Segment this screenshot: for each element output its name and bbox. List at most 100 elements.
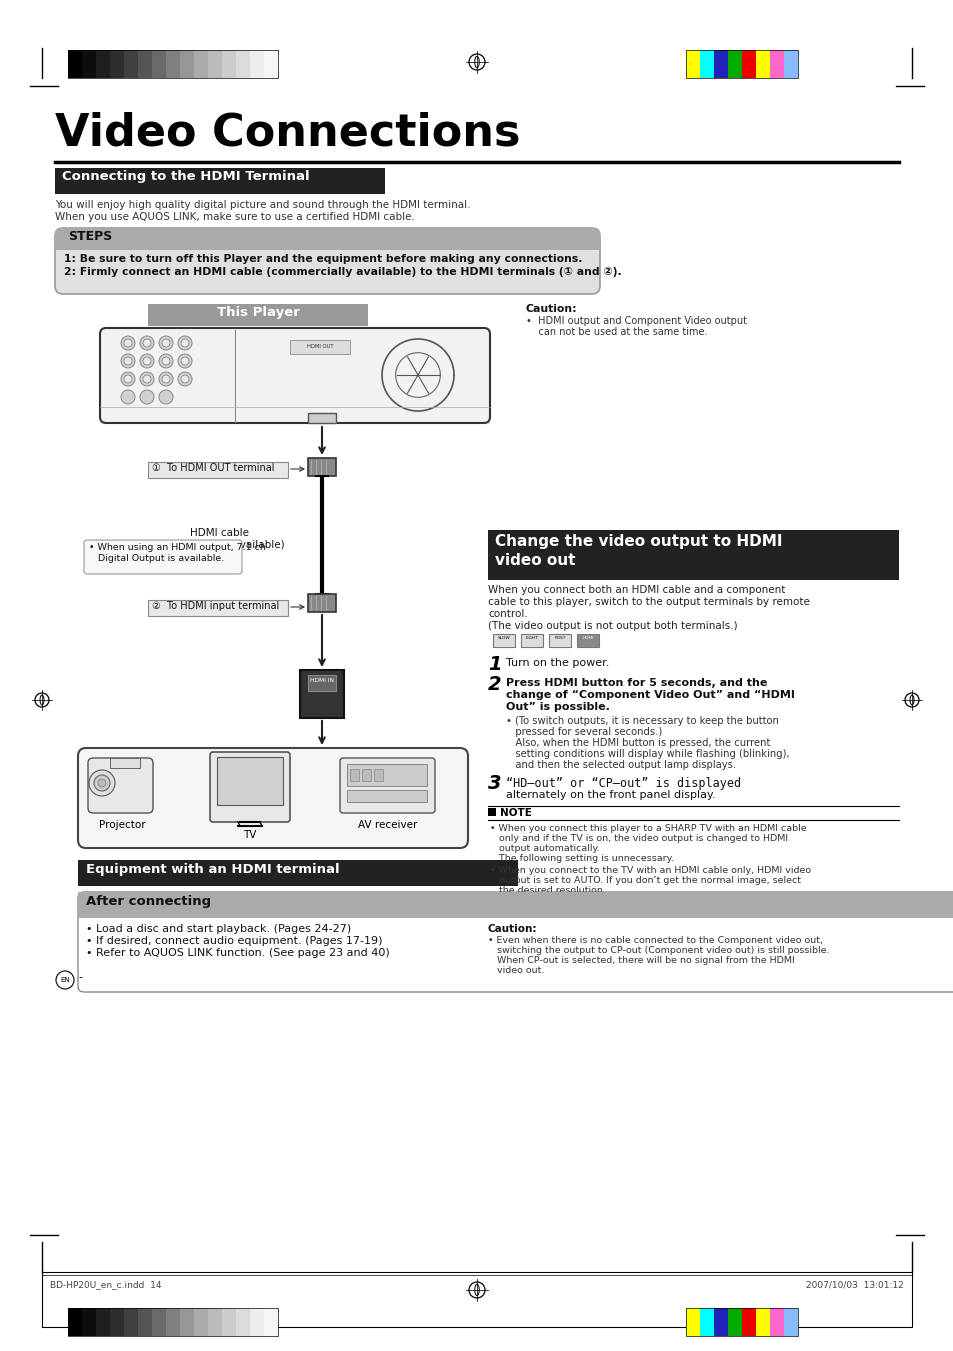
Text: When you connect both an HDMI cable and a component: When you connect both an HDMI cable and … (488, 585, 784, 594)
Bar (222, 1308, 235, 1336)
Text: HDMI: HDMI (581, 636, 593, 640)
Bar (577, 634, 598, 647)
Bar (152, 1308, 166, 1336)
Bar (347, 790, 427, 802)
FancyBboxPatch shape (78, 892, 953, 917)
Text: Caution:: Caution: (525, 304, 577, 313)
Bar (180, 1308, 193, 1336)
Circle shape (121, 390, 135, 404)
Bar (713, 50, 727, 78)
Bar (124, 1308, 138, 1336)
Bar (82, 1308, 96, 1336)
Bar (180, 50, 193, 78)
Bar (148, 600, 288, 616)
Text: When you use AQUOS LINK, make sure to use a certified HDMI cable.: When you use AQUOS LINK, make sure to us… (55, 212, 415, 222)
Text: (The video output is not output both terminals.): (The video output is not output both ter… (488, 621, 737, 631)
Bar (193, 50, 208, 78)
Bar (727, 50, 741, 78)
Circle shape (178, 372, 192, 386)
Text: setting conditions will display while flashing (blinking),: setting conditions will display while fl… (505, 748, 789, 759)
Bar (138, 1308, 152, 1336)
Text: output is set to AUTO. If you don’t get the normal image, select: output is set to AUTO. If you don’t get … (490, 875, 801, 885)
FancyBboxPatch shape (210, 753, 290, 821)
Circle shape (140, 372, 153, 386)
Text: Projector: Projector (98, 820, 145, 830)
Bar (741, 1308, 755, 1336)
Bar (783, 50, 797, 78)
Text: 3: 3 (488, 774, 501, 793)
Text: Change the video output to HDMI: Change the video output to HDMI (495, 534, 781, 549)
Bar (488, 530, 898, 580)
Text: • When using an HDMI output, 7.1 ch: • When using an HDMI output, 7.1 ch (89, 543, 266, 553)
Bar (685, 50, 797, 78)
Bar (78, 861, 517, 886)
Circle shape (143, 357, 151, 365)
Text: The following setting is unnecessary.: The following setting is unnecessary. (490, 854, 673, 863)
Bar (308, 594, 335, 612)
Bar (216, 757, 283, 805)
Text: • Even when there is no cable connected to the Component video out,: • Even when there is no cable connected … (488, 936, 822, 944)
Bar (68, 1308, 277, 1336)
Bar (769, 50, 783, 78)
Bar (548, 634, 571, 647)
Bar (222, 50, 235, 78)
Circle shape (94, 775, 110, 790)
Text: When CP-out is selected, there will be no signal from the HDMI: When CP-out is selected, there will be n… (488, 957, 794, 965)
Text: only and if the TV is on, the video output is changed to HDMI: only and if the TV is on, the video outp… (490, 834, 787, 843)
Text: HDMI OUT: HDMI OUT (306, 345, 333, 349)
Bar (308, 413, 335, 423)
Bar (264, 1308, 277, 1336)
Bar (755, 1308, 769, 1336)
Circle shape (121, 372, 135, 386)
Text: •  HDMI output and Component Video output: • HDMI output and Component Video output (525, 316, 746, 326)
Circle shape (124, 357, 132, 365)
Text: Out” is possible.: Out” is possible. (505, 703, 609, 712)
Text: Caution:: Caution: (488, 924, 537, 934)
Bar (208, 50, 222, 78)
Text: Turn on the power.: Turn on the power. (505, 658, 609, 667)
Bar (68, 1308, 82, 1336)
Text: and then the selected output lamp displays.: and then the selected output lamp displa… (505, 761, 736, 770)
FancyBboxPatch shape (339, 758, 435, 813)
Circle shape (159, 354, 172, 367)
Text: alternately on the front panel display.: alternately on the front panel display. (505, 790, 715, 800)
Text: Press ⁠⁠HDMI⁠⁠ button for 5 seconds, and the: Press ⁠⁠HDMI⁠⁠ button for 5 seconds, and… (505, 678, 766, 688)
Bar (755, 50, 769, 78)
Text: ①  To HDMI OUT terminal: ① To HDMI OUT terminal (152, 463, 274, 473)
Text: ②  To HDMI input terminal: ② To HDMI input terminal (152, 601, 279, 611)
Text: NOTE: NOTE (499, 808, 532, 817)
Circle shape (124, 339, 132, 347)
FancyBboxPatch shape (55, 228, 599, 250)
Bar (347, 765, 427, 786)
Text: EN: EN (60, 977, 70, 984)
Circle shape (162, 357, 170, 365)
FancyBboxPatch shape (88, 758, 152, 813)
Bar (308, 458, 335, 476)
Bar (290, 340, 350, 354)
Bar (55, 168, 385, 195)
Text: POST: POST (554, 636, 565, 640)
Text: HDMI IN: HDMI IN (310, 678, 334, 684)
Text: 1: 1 (488, 655, 501, 674)
Text: output automatically.: output automatically. (490, 844, 599, 852)
Text: can not be used at the same time.: can not be used at the same time. (525, 327, 707, 336)
Bar (68, 50, 277, 78)
Bar (110, 758, 140, 767)
Bar (148, 304, 368, 326)
Bar (250, 1308, 264, 1336)
Text: (commercially available): (commercially available) (155, 540, 284, 550)
Text: Also, when the HDMI button is pressed, the current: Also, when the HDMI button is pressed, t… (505, 738, 770, 748)
Circle shape (143, 376, 151, 382)
Text: SLOW: SLOW (497, 636, 510, 640)
FancyBboxPatch shape (100, 328, 490, 423)
Bar (299, 670, 344, 717)
Bar (166, 50, 180, 78)
Bar (166, 1308, 180, 1336)
Text: switching the output to CP-out (Component video out) is still possible.: switching the output to CP-out (Componen… (488, 946, 828, 955)
Bar (110, 50, 124, 78)
Text: • Refer to AQUOS LINK function. (See page 23 and 40): • Refer to AQUOS LINK function. (See pag… (86, 948, 390, 958)
Bar (685, 1308, 797, 1336)
Bar (250, 50, 264, 78)
Text: Equipment with an HDMI terminal: Equipment with an HDMI terminal (86, 863, 339, 875)
Circle shape (181, 357, 189, 365)
